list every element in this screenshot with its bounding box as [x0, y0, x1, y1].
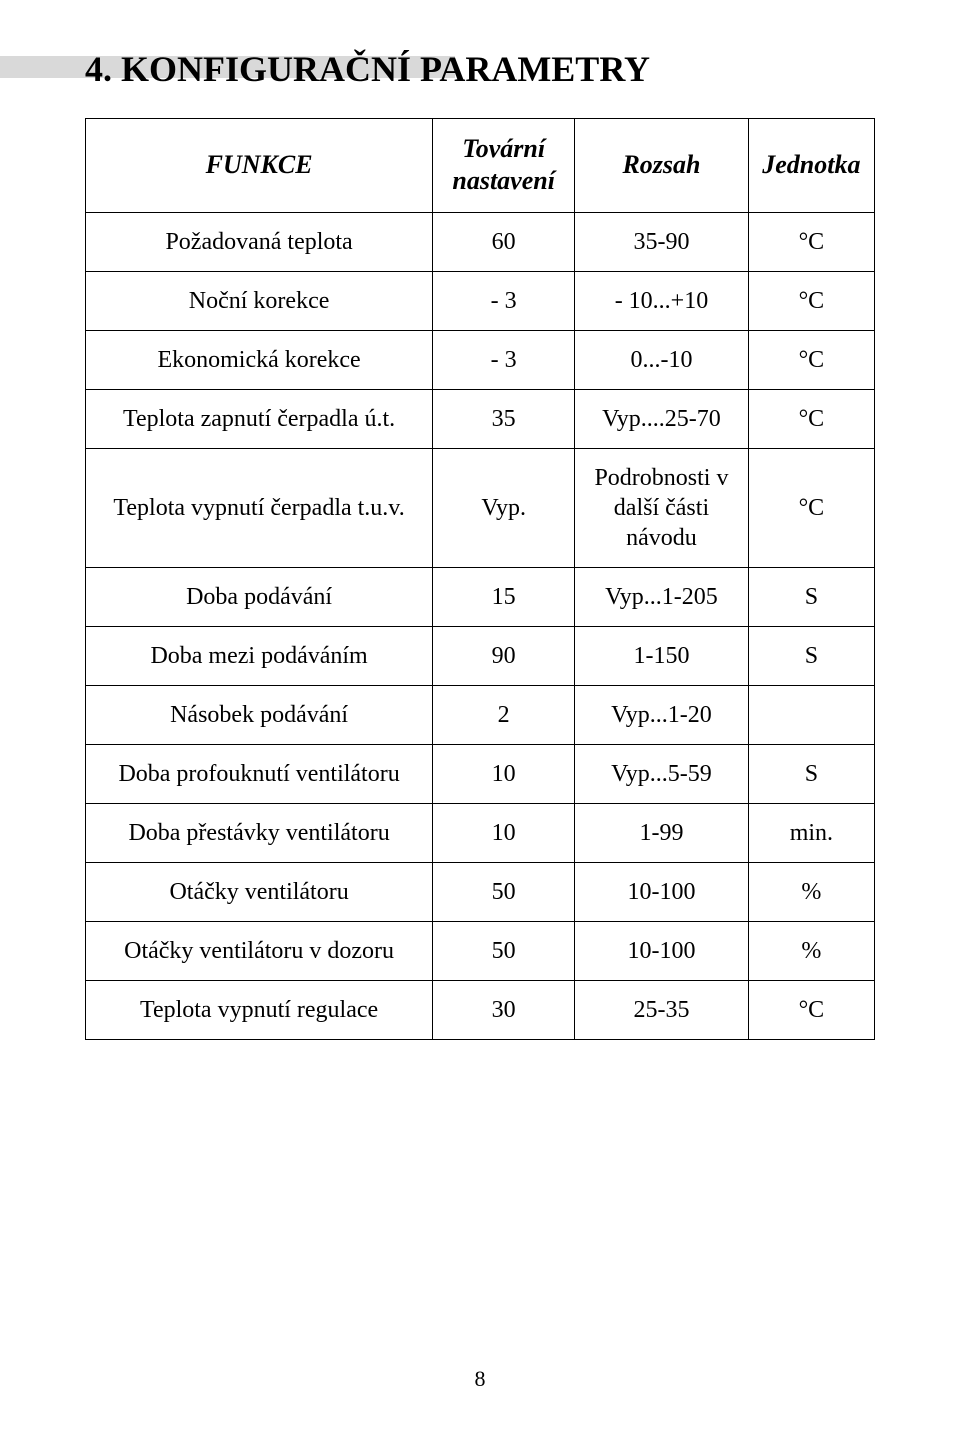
cell-jednotka: °C	[748, 980, 874, 1039]
table-row: Noční korekce - 3 - 10...+10 °C	[86, 271, 875, 330]
table-row: Otáčky ventilátoru 50 10-100 %	[86, 862, 875, 921]
cell-rozsah: 1-99	[575, 803, 749, 862]
cell-rozsah: Vyp...5-59	[575, 744, 749, 803]
cell-tovarni: - 3	[433, 271, 575, 330]
cell-jednotka: °C	[748, 330, 874, 389]
table-row: Doba přestávky ventilátoru 10 1-99 min.	[86, 803, 875, 862]
page-title: 4. KONFIGURAČNÍ PARAMETRY	[85, 50, 875, 90]
cell-funkce: Ekonomická korekce	[86, 330, 433, 389]
table-row: Požadovaná teplota 60 35-90 °C	[86, 212, 875, 271]
page: 4. KONFIGURAČNÍ PARAMETRY FUNKCE Tovární…	[0, 0, 960, 1432]
cell-tovarni: 15	[433, 567, 575, 626]
cell-jednotka: %	[748, 862, 874, 921]
cell-funkce: Teplota zapnutí čerpadla ú.t.	[86, 389, 433, 448]
cell-jednotka: °C	[748, 448, 874, 567]
table-row: Ekonomická korekce - 3 0...-10 °C	[86, 330, 875, 389]
cell-rozsah: - 10...+10	[575, 271, 749, 330]
cell-jednotka: S	[748, 744, 874, 803]
cell-tovarni: 90	[433, 626, 575, 685]
cell-funkce: Doba mezi podáváním	[86, 626, 433, 685]
table-row: Doba profouknutí ventilátoru 10 Vyp...5-…	[86, 744, 875, 803]
cell-tovarni: 30	[433, 980, 575, 1039]
cell-rozsah: 10-100	[575, 921, 749, 980]
cell-funkce: Násobek podávání	[86, 685, 433, 744]
cell-tovarni: 50	[433, 862, 575, 921]
cell-rozsah: Vyp...1-20	[575, 685, 749, 744]
cell-funkce: Doba přestávky ventilátoru	[86, 803, 433, 862]
cell-funkce: Teplota vypnutí čerpadla t.u.v.	[86, 448, 433, 567]
col-jednotka: Jednotka	[748, 118, 874, 212]
cell-jednotka: °C	[748, 389, 874, 448]
cell-jednotka: S	[748, 626, 874, 685]
cell-tovarni: - 3	[433, 330, 575, 389]
table-row: Teplota vypnutí čerpadla t.u.v. Vyp. Pod…	[86, 448, 875, 567]
cell-rozsah: 25-35	[575, 980, 749, 1039]
title-wrap: 4. KONFIGURAČNÍ PARAMETRY	[85, 50, 875, 90]
cell-funkce: Teplota vypnutí regulace	[86, 980, 433, 1039]
table-row: Otáčky ventilátoru v dozoru 50 10-100 %	[86, 921, 875, 980]
cell-jednotka: %	[748, 921, 874, 980]
cell-tovarni: 50	[433, 921, 575, 980]
table-row: Násobek podávání 2 Vyp...1-20	[86, 685, 875, 744]
table-row: Teplota zapnutí čerpadla ú.t. 35 Vyp....…	[86, 389, 875, 448]
table-row: Doba podávání 15 Vyp...1-205 S	[86, 567, 875, 626]
col-rozsah: Rozsah	[575, 118, 749, 212]
cell-jednotka: min.	[748, 803, 874, 862]
cell-tovarni: 2	[433, 685, 575, 744]
parameters-table: FUNKCE Tovární nastavení Rozsah Jednotka…	[85, 118, 875, 1040]
cell-funkce: Požadovaná teplota	[86, 212, 433, 271]
cell-funkce: Doba podávání	[86, 567, 433, 626]
cell-jednotka: °C	[748, 271, 874, 330]
cell-rozsah: 0...-10	[575, 330, 749, 389]
page-number: 8	[0, 1366, 960, 1392]
cell-funkce: Doba profouknutí ventilátoru	[86, 744, 433, 803]
cell-jednotka: S	[748, 567, 874, 626]
cell-jednotka	[748, 685, 874, 744]
col-funkce: FUNKCE	[86, 118, 433, 212]
cell-tovarni: Vyp.	[433, 448, 575, 567]
cell-rozsah: 10-100	[575, 862, 749, 921]
cell-funkce: Otáčky ventilátoru	[86, 862, 433, 921]
table-header-row: FUNKCE Tovární nastavení Rozsah Jednotka	[86, 118, 875, 212]
cell-tovarni: 60	[433, 212, 575, 271]
cell-rozsah: 35-90	[575, 212, 749, 271]
cell-funkce: Noční korekce	[86, 271, 433, 330]
cell-funkce: Otáčky ventilátoru v dozoru	[86, 921, 433, 980]
cell-rozsah: Podrobnosti v další části návodu	[575, 448, 749, 567]
cell-rozsah: Vyp...1-205	[575, 567, 749, 626]
col-tovarni: Tovární nastavení	[433, 118, 575, 212]
cell-jednotka: °C	[748, 212, 874, 271]
cell-tovarni: 10	[433, 803, 575, 862]
table-row: Teplota vypnutí regulace 30 25-35 °C	[86, 980, 875, 1039]
table-row: Doba mezi podáváním 90 1-150 S	[86, 626, 875, 685]
cell-tovarni: 35	[433, 389, 575, 448]
cell-rozsah: 1-150	[575, 626, 749, 685]
cell-tovarni: 10	[433, 744, 575, 803]
cell-rozsah: Vyp....25-70	[575, 389, 749, 448]
